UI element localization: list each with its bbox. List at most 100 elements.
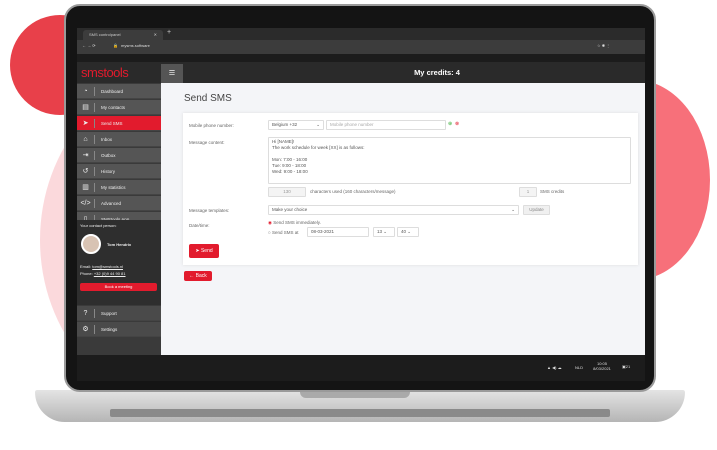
send-label: Send — [200, 248, 213, 254]
phone-input[interactable]: Mobile phone number — [326, 120, 446, 130]
sidebar-item-advanced[interactable]: </> Advanced — [77, 196, 161, 211]
datetime-label: Date/time: — [189, 223, 210, 228]
date-input[interactable]: 08-03-2021 — [307, 227, 369, 237]
outbox-icon: ⇥ — [77, 150, 95, 160]
back-label: Back — [195, 273, 207, 279]
laptop-hinge — [110, 409, 610, 417]
gears-icon: ⚙ — [77, 324, 95, 334]
hour-value: 13 — [377, 229, 383, 234]
sidebar-label: History — [101, 168, 116, 174]
sidebar-item-contacts[interactable]: ▤ My contacts — [77, 100, 161, 115]
contacts-icon: ▤ — [77, 102, 95, 112]
nav-back-icon[interactable]: ← → ⟳ — [82, 43, 96, 48]
send-button[interactable]: ➤ Send — [189, 244, 219, 258]
clock[interactable]: 10:05 8/03/2021 — [590, 361, 614, 371]
url-field[interactable]: mysms.software — [121, 43, 150, 48]
browser-gap — [77, 54, 645, 62]
taskbar: ▲ ◀) ☁ NLD 10:05 8/03/2021 ▣21 — [77, 355, 645, 381]
lock-icon: 🔒 — [113, 43, 118, 48]
browser-toolbar: ← → ⟳ 🔒 mysms.software ☆ ✱ ⋮ — [77, 40, 645, 54]
sidebar-item-support[interactable]: ? Support — [77, 306, 161, 321]
sidebar-item-statistics[interactable]: ▥ My statistics — [77, 180, 161, 195]
templates-label: Message templates: — [189, 208, 230, 213]
chars-count: 130 — [268, 187, 306, 197]
time: 10:05 — [596, 361, 607, 366]
sidebar-label: Inbox — [101, 136, 113, 142]
sidebar-item-dashboard[interactable]: ◔ Dashboard — [77, 84, 161, 99]
laptop-notch — [300, 392, 410, 398]
sidebar-label: SMStools App — [101, 216, 130, 222]
sidebar-label: Send SMS — [101, 120, 123, 126]
hour-select[interactable]: 13 ⌄ — [373, 227, 395, 237]
chart-icon: ▥ — [77, 182, 95, 192]
paper-plane-icon: ➤ — [77, 118, 95, 128]
app-header — [77, 62, 645, 83]
sidebar-item-settings[interactable]: ⚙ Settings — [77, 322, 161, 337]
remove-number-icon[interactable]: ⊗ — [455, 121, 460, 127]
update-button[interactable]: Update — [523, 205, 550, 215]
phone-icon: ▯ — [77, 214, 95, 224]
new-tab-icon[interactable]: + — [167, 29, 172, 36]
sidebar-label: My statistics — [101, 184, 126, 190]
radio-scheduled[interactable]: ○ — [268, 230, 271, 235]
code-icon: </> — [77, 198, 95, 208]
language-indicator[interactable]: NLD — [575, 365, 584, 370]
paper-plane-icon: ➤ — [195, 248, 200, 254]
country-value: Belgium +32 — [272, 122, 298, 127]
sidebar-item-inbox[interactable]: ⌂ Inbox — [77, 132, 161, 147]
add-number-icon[interactable]: ⊕ — [448, 121, 453, 127]
tab-title: SMS controlpanel — [89, 32, 121, 37]
browser-tabbar: SMS controlpanel ✕ + — [77, 28, 645, 40]
phone-label: Mobile phone number: — [189, 123, 234, 128]
credits-display: My credits: 4 — [414, 68, 460, 77]
close-tab-icon[interactable]: ✕ — [153, 32, 157, 37]
content-label: Message content: — [189, 140, 225, 145]
history-icon: ↺ — [77, 166, 95, 176]
avatar — [81, 234, 101, 254]
sidebar-item-outbox[interactable]: ⇥ Outbox — [77, 148, 161, 163]
sidebar-label: Dashboard — [101, 88, 124, 94]
send-sms-form: Mobile phone number: Belgium +32 ⌄ Mobile… — [183, 113, 638, 265]
notifications-icon[interactable]: ▣21 — [622, 364, 631, 369]
logo[interactable]: smstools — [81, 65, 129, 80]
screen: SMS controlpanel ✕ + ← → ⟳ 🔒 mysms.softw… — [77, 28, 645, 381]
radio-now[interactable]: ◉ — [268, 220, 272, 225]
message-textarea[interactable]: Hi [NAME]! The work schedule for week [X… — [268, 137, 631, 184]
menu-toggle-icon[interactable]: ≡ — [161, 64, 183, 83]
gauge-icon: ◔ — [77, 86, 95, 96]
book-meeting-button[interactable]: Book a meeting — [80, 283, 157, 291]
contact-name: Tom Hendrix — [107, 242, 132, 247]
notification-count: 21 — [625, 364, 631, 369]
sidebar-item-send-sms[interactable]: ➤ Send SMS — [77, 116, 161, 131]
tray-icons[interactable]: ▲ ◀) ☁ — [547, 365, 562, 370]
page-title: Send SMS — [184, 93, 232, 104]
phone-label: Phone: — [80, 271, 93, 276]
template-value: Make your choice — [272, 207, 308, 212]
browser-tab[interactable]: SMS controlpanel ✕ — [83, 30, 163, 40]
back-button[interactable]: ← Back — [184, 271, 212, 281]
contact-heading: Your contact person: — [80, 223, 117, 228]
contact-phone-link[interactable]: +32 (0)9 44 90 81 — [93, 271, 126, 276]
sidebar-item-history[interactable]: ↺ History — [77, 164, 161, 179]
date: 8/03/2021 — [593, 366, 611, 371]
template-select[interactable]: Make your choice ⌄ — [268, 205, 519, 215]
sidebar-label: My contacts — [101, 104, 126, 110]
sidebar: ◔ Dashboard ▤ My contacts ➤ Send SMS ⌂ Inbox… — [77, 83, 161, 381]
contact-person: Your contact person: Tom Hendrix Email: … — [77, 220, 161, 305]
opt-at-label: Send SMS at — [271, 230, 299, 235]
credits-text: SMS credits — [540, 189, 565, 194]
opt-now-label: Send SMS immediately. — [273, 220, 321, 225]
main-content: Send SMS Mobile phone number: Belgium +3… — [161, 83, 645, 355]
arrow-left-icon: ← — [189, 273, 195, 279]
sidebar-label: Outbox — [101, 152, 116, 158]
minute-value: 40 — [401, 229, 407, 234]
chars-text: characters used (160 characters/message) — [310, 189, 396, 194]
question-icon: ? — [77, 308, 95, 318]
sidebar-label: Advanced — [101, 200, 122, 206]
contact-email-link[interactable]: tom@smstools.nl — [92, 264, 123, 269]
country-select[interactable]: Belgium +32 ⌄ — [268, 120, 324, 130]
credits-count: 1 — [519, 187, 537, 197]
minute-select[interactable]: 40 ⌄ — [397, 227, 419, 237]
bookmark-icon[interactable]: ☆ ✱ ⋮ — [597, 43, 611, 48]
sidebar-label: Settings — [101, 326, 118, 332]
